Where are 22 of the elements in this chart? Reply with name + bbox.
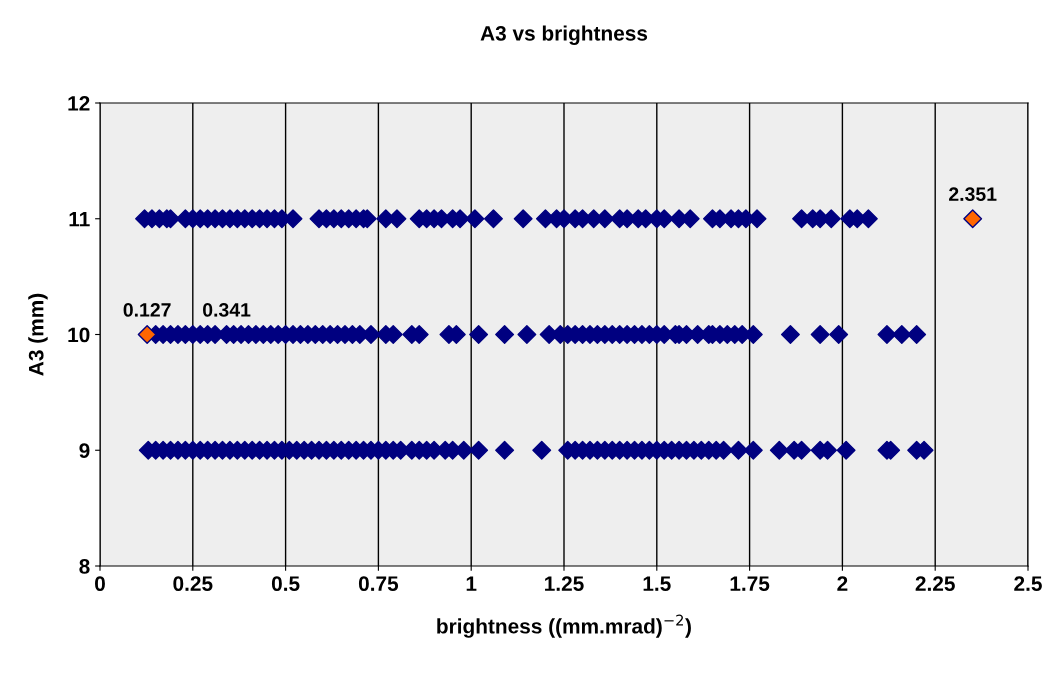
x-tick-label: 0.5 <box>271 576 300 592</box>
y-tick-label: 10 <box>68 327 90 343</box>
y-axis-title: A3 (mm) <box>28 293 48 376</box>
x-tick-label: 2 <box>837 576 848 591</box>
annotation: 0.341 <box>203 303 251 317</box>
x-tick-label: 0.25 <box>173 576 213 592</box>
x-axis-title: brightness ((mm.mrad)$^{−2}$) <box>437 614 691 638</box>
x-tick-label: 2.5 <box>1014 576 1042 592</box>
y-tick-label: 9 <box>79 443 90 458</box>
x-tick-label: 0 <box>95 576 105 592</box>
x-tick-label: 1 <box>466 576 477 591</box>
x-tick-label: 0.75 <box>358 576 399 592</box>
y-tick-label: 8 <box>79 559 90 574</box>
annotation: 2.351 <box>949 187 997 202</box>
x-tick-label: 2.25 <box>915 576 955 592</box>
x-tick-label: 1.75 <box>730 576 770 592</box>
y-tick-label: 11 <box>69 211 90 227</box>
y-tick-label: 12 <box>68 96 90 111</box>
annotation: 0.127 <box>123 303 171 317</box>
x-tick-label: 1.5 <box>643 576 671 592</box>
chart-title: A3 vs brightness <box>480 25 648 45</box>
x-tick-label: 1.25 <box>545 576 584 592</box>
